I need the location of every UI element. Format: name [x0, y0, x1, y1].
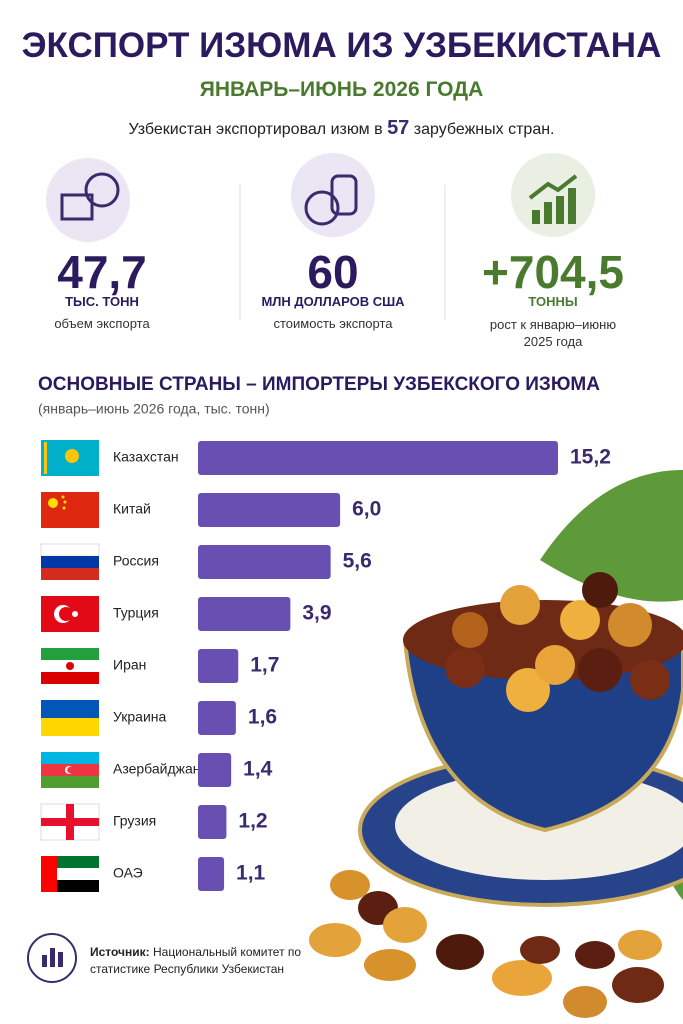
title: ЭКСПОРТ ИЗЮМА ИЗ УЗБЕКИСТАНА: [21, 26, 662, 65]
bar: [198, 701, 236, 735]
lead-text: зарубежных стран.: [413, 121, 555, 138]
value-label: 5,6: [343, 550, 372, 573]
lead-number: 57: [387, 117, 410, 139]
value-label: 1,7: [250, 654, 279, 677]
category-label: Иран: [113, 657, 146, 673]
flags: [40, 440, 100, 892]
category-label: Азербайджан: [113, 761, 201, 777]
category-label: Турция: [113, 605, 159, 621]
value-label: 6,0: [352, 498, 381, 521]
stat-unit: ТОННЫ: [528, 294, 578, 309]
category-label: Россия: [113, 553, 159, 569]
stat-label: рост к январю–июню 2025 года: [489, 317, 617, 349]
stat-unit: МЛН ДОЛЛАРОВ США: [261, 294, 405, 309]
category-label: Казахстан: [113, 449, 179, 465]
stat-label: объем экспорта: [54, 316, 150, 331]
bar: [198, 493, 341, 527]
value-label: 1,4: [243, 758, 273, 781]
value-label: 1,1: [236, 862, 266, 885]
lead-text: Узбекистан экспортировал изюм в: [128, 121, 383, 138]
chart-title: ОСНОВНЫЕ СТРАНЫ – ИМПОРТЕРЫ УЗБЕКСКОГО И…: [38, 374, 600, 395]
category-label: ОАЭ: [113, 865, 143, 881]
bar: [198, 753, 232, 787]
bar: [198, 545, 331, 579]
stat-unit: ТЫС. ТОНН: [65, 294, 139, 309]
category-label: Украина: [113, 709, 167, 725]
stat-value: +704,5: [482, 246, 624, 298]
value-label: 1,6: [248, 706, 277, 729]
icons: [27, 153, 595, 983]
source: Источник: Национальный комитет по статис…: [90, 944, 320, 978]
bar: [198, 857, 225, 891]
source-label: Источник:: [90, 945, 150, 959]
bar: [198, 441, 558, 475]
lead: Узбекистан экспортировал изюм в 57 заруб…: [0, 117, 683, 140]
source-text: Национальный комитет по статистике Респу…: [90, 945, 302, 976]
category-label: Грузия: [113, 813, 156, 829]
value-label: 1,2: [238, 810, 267, 833]
stat-value: 60: [307, 246, 359, 298]
category-label: Китай: [113, 501, 151, 517]
decoration: [309, 470, 683, 1018]
chart-subtitle: (январь–июнь 2026 года, тыс. тонн): [38, 401, 270, 417]
stat-label: стоимость экспорта: [273, 316, 393, 331]
bar: [198, 805, 227, 839]
value-label: 15,2: [570, 446, 611, 469]
value-label: 3,9: [302, 602, 331, 625]
bar: [198, 597, 291, 631]
stat-value: 47,7: [57, 246, 147, 298]
subtitle: ЯНВАРЬ–ИЮНЬ 2026 ГОДА: [199, 78, 484, 101]
bar: [198, 649, 239, 683]
